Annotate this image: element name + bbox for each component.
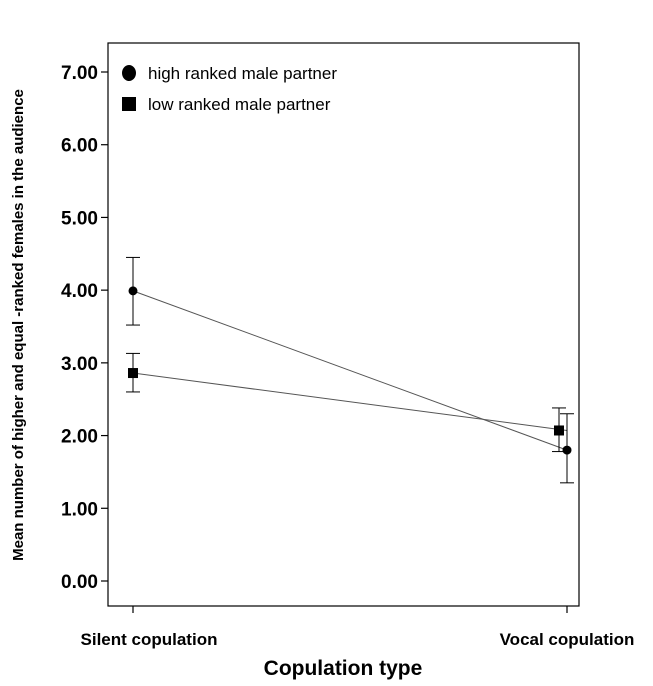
y-tick-label: 1.00	[61, 499, 98, 520]
square-marker	[554, 425, 564, 436]
series-line	[132, 372, 568, 431]
circle-marker	[128, 286, 138, 296]
legend: high ranked male partner low ranked male …	[122, 64, 337, 114]
circle-marker	[562, 445, 572, 455]
square-marker	[128, 368, 138, 379]
y-tick-label: 6.00	[61, 136, 98, 157]
x-tick-label: Vocal copulation	[500, 630, 635, 649]
legend-label: high ranked male partner	[148, 64, 337, 83]
series-lines	[132, 290, 568, 451]
legend-square-icon	[122, 97, 136, 111]
plot-frame	[107, 42, 580, 607]
x-axis-title: Copulation type	[264, 657, 423, 680]
y-axis-title: Mean number of higher and equal -ranked …	[10, 89, 27, 561]
y-tick-label: 0.00	[61, 572, 98, 593]
y-tick-label: 3.00	[61, 354, 98, 375]
y-tick-label: 5.00	[61, 208, 98, 229]
data-markers	[128, 286, 572, 455]
y-tick-label: 4.00	[61, 281, 98, 302]
x-tick-label: Silent copulation	[81, 630, 218, 649]
series-line	[132, 290, 568, 451]
legend-circle-icon	[122, 65, 136, 81]
y-axis-ticks: 0.00 1.00 2.00 3.00 4.00 5.00 6.00 7.00	[61, 63, 108, 593]
y-tick-label: 7.00	[61, 63, 98, 84]
legend-label: low ranked male partner	[148, 95, 331, 114]
y-tick-label: 2.00	[61, 427, 98, 448]
x-axis-ticks: Silent copulation Vocal copulation	[81, 606, 635, 649]
